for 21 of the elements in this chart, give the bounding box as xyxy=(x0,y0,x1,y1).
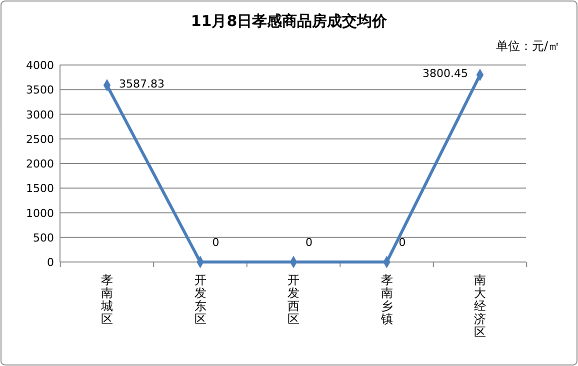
y-tick-label: 2500 xyxy=(26,132,54,146)
data-label: 3800.45 xyxy=(422,66,468,80)
data-label: 0 xyxy=(212,236,220,249)
x-tick-label: 开发西区 xyxy=(288,273,300,326)
y-tick-label: 1000 xyxy=(26,206,54,220)
x-tick-label: 开发东区 xyxy=(194,273,206,326)
x-tick-label: 孝南乡镇 xyxy=(380,273,393,326)
y-tick-label: 3000 xyxy=(26,108,54,122)
y-tick-label: 1500 xyxy=(26,182,54,196)
x-tick-label: 孝南城区 xyxy=(100,273,113,326)
y-tick-label: 2000 xyxy=(26,158,54,170)
text: 单位：元/㎡ xyxy=(496,39,560,53)
data-label: 3587.83 xyxy=(119,77,164,90)
y-tick-label: 500 xyxy=(33,231,54,244)
y-tick-label: 3500 xyxy=(26,84,54,97)
chart-title: 11月8日孝感商品房成交均价 xyxy=(190,12,388,30)
data-label: 0 xyxy=(306,236,312,249)
y-tick-label: 4000 xyxy=(26,59,54,72)
x-tick-label: 南大经济区 xyxy=(474,273,486,339)
y-tick-label: 0 xyxy=(47,256,54,269)
data-label: 0 xyxy=(398,236,406,249)
